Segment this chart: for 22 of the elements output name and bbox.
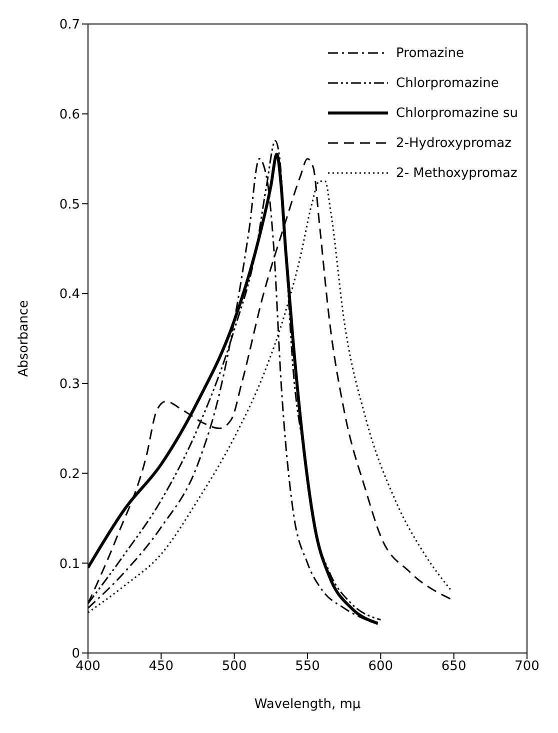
legend-label: Promazine [396,46,464,60]
x-tick-label: 500 [222,659,247,674]
x-tick-label: 700 [514,659,540,674]
x-axis-title: Wavelength, mμ [254,697,361,712]
x-tick-label: 550 [295,659,320,674]
y-tick-label: 0.4 [59,287,80,302]
y-tick-label: 0.7 [59,18,80,33]
y-axis-title: Absorbance [16,300,32,377]
y-tick-label: 0.2 [59,466,80,482]
x-tick-label: 400 [76,659,100,674]
y-tick-label: 0.6 [59,107,80,122]
y-tick-label: 0.5 [59,197,80,212]
legend-label: Chlorpromazine [396,76,499,90]
x-tick-label: 600 [368,659,394,674]
legend-label: 2- Methoxypromaz [396,166,518,180]
x-tick-label: 650 [441,659,466,674]
legend-label: Chlorpromazine su [396,106,518,120]
y-tick-label: 0 [72,646,80,662]
legend-label: 2-Hydroxypromaz [396,136,512,150]
x-tick-label: 450 [148,659,174,674]
y-tick-label: 0.1 [59,556,80,572]
y-tick-label: 0.3 [59,377,80,392]
